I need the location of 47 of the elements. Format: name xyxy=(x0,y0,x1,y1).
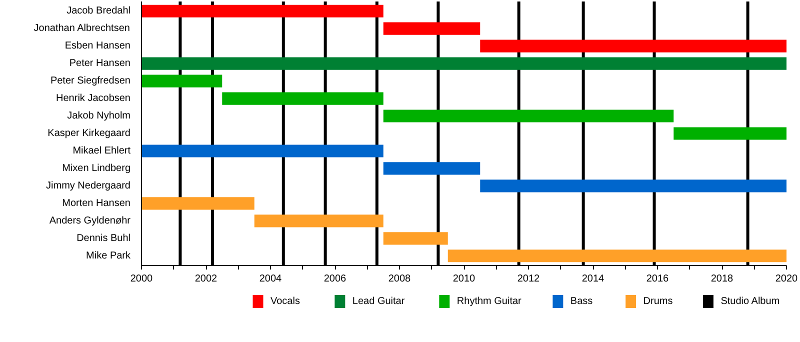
bar xyxy=(142,197,254,210)
bar xyxy=(254,214,384,228)
y-tick-label: Esben Hansen xyxy=(64,40,131,52)
y-tick-label: Jakob Nyholm xyxy=(67,110,130,122)
y-tick-label: Jacob Bredahl xyxy=(66,6,131,17)
x-tick-label: 2020 xyxy=(775,274,798,284)
y-tick-label: Peter Hansen xyxy=(69,58,131,70)
legend-label: Studio Album xyxy=(720,296,780,307)
x-tick-label: 2008 xyxy=(388,274,412,284)
y-tick-label: Jimmy Nedergaard xyxy=(46,180,131,192)
bar xyxy=(142,57,786,70)
legend-label: Drums xyxy=(643,296,673,307)
bar xyxy=(383,22,480,35)
legend-label: Vocals xyxy=(270,296,300,307)
x-tick-label: 2018 xyxy=(710,274,734,284)
x-tick-label: 2000 xyxy=(130,274,154,284)
y-tick-label: Kasper Kirkegaard xyxy=(48,128,131,139)
y-tick-label: Anders Gyldenøhr xyxy=(49,215,132,226)
bar xyxy=(383,162,480,175)
y-tick-label: Henrik Jacobsen xyxy=(56,93,130,104)
legend-label: Lead Guitar xyxy=(352,296,406,307)
y-tick-label: Peter Siegfredsen xyxy=(50,76,131,87)
bar xyxy=(142,144,384,158)
bar xyxy=(480,40,786,52)
legend-label: Bass xyxy=(570,296,593,307)
y-tick-label: Mixen Lindberg xyxy=(62,162,130,174)
x-tick-label: 2012 xyxy=(517,274,540,284)
x-tick-label: 2004 xyxy=(259,274,282,284)
bar xyxy=(383,110,674,122)
x-tick-label: 2002 xyxy=(194,274,218,284)
x-tick-label: 2016 xyxy=(646,274,670,284)
y-tick-label: Dennis Buhl xyxy=(76,232,130,244)
bar xyxy=(480,180,786,192)
bar xyxy=(222,92,384,105)
bar xyxy=(448,250,786,262)
x-tick-label: 2014 xyxy=(582,274,605,284)
y-tick-label: Mike Park xyxy=(86,250,132,262)
legend-label: Rhythm Guitar xyxy=(456,296,522,307)
bar xyxy=(142,74,222,88)
y-tick-label: Mikael Ehlert xyxy=(72,145,131,156)
y-tick-label: Morten Hansen xyxy=(62,198,131,209)
x-tick-label: 2010 xyxy=(452,274,476,284)
bar xyxy=(674,127,786,140)
y-tick-label: Jonathan Albrechtsen xyxy=(34,23,130,34)
x-tick-label: 2006 xyxy=(324,274,347,284)
bar xyxy=(383,232,448,245)
bar xyxy=(142,4,384,18)
